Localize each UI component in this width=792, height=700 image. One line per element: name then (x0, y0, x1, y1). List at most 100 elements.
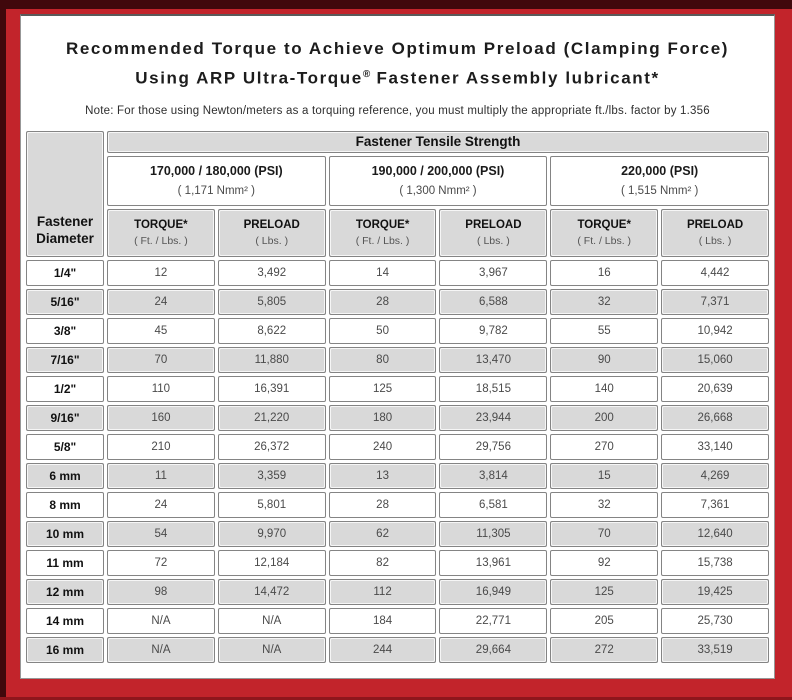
preload-unit: ( Lbs. ) (698, 234, 732, 247)
preload-cell: 25,730 (661, 607, 769, 634)
preload-cell: 6,588 (439, 288, 548, 315)
preload-cell: 11,305 (439, 520, 548, 547)
diameter-cell: 7/16" (26, 346, 104, 373)
preload-cell: 9,970 (217, 520, 326, 547)
photo-edge-top (0, 0, 792, 9)
torque-cell: 184 (328, 607, 437, 634)
torque-cell: 240 (328, 433, 437, 460)
torque-cell: 125 (328, 375, 437, 402)
preload-unit: ( Lbs. ) (477, 234, 510, 247)
preload-cell: 4,269 (661, 462, 769, 489)
tensile-strength-row: Fastener Diameter Fastener Tensile Stren… (26, 130, 769, 257)
preload-cell: 33,519 (661, 636, 769, 663)
torque-preload-header-row: TORQUE* ( Ft. / Lbs. ) PRELOAD ( Lbs. ) … (26, 208, 769, 257)
preload-cell: 3,359 (217, 462, 326, 489)
strength-group-170-180: 170,000 / 180,000 (PSI) ( 1,171 Nmm² ) (107, 155, 326, 206)
preload-cell: 29,756 (439, 433, 548, 460)
preload-cell: 26,372 (217, 433, 326, 460)
table-row: 1/2" 110 16,391 125 18,515 140 20,639 (26, 375, 769, 402)
preload-cell: 7,361 (661, 491, 769, 518)
preload-cell: 16,949 (439, 578, 548, 605)
torque-unit: ( Ft. / Lbs. ) (134, 234, 188, 247)
torque-cell: N/A (107, 607, 215, 634)
table-row: 10 mm 54 9,970 62 11,305 70 12,640 (26, 520, 769, 547)
torque-cell: 82 (328, 549, 437, 576)
table-row: 14 mm N/A N/A 184 22,771 205 25,730 (26, 607, 769, 634)
torque-label: TORQUE* (134, 218, 188, 231)
title-line-2-post: Fastener Assembly lubricant* (370, 68, 660, 88)
fastener-diameter-header: Fastener Diameter (26, 130, 104, 257)
torque-cell: 54 (107, 520, 215, 547)
preload-cell: 6,581 (439, 491, 548, 518)
torque-cell: 28 (328, 288, 437, 315)
preload-cell: 18,515 (439, 375, 548, 402)
preload-label: PRELOAD (465, 218, 522, 231)
preload-cell: 23,944 (439, 404, 548, 431)
torque-cell: 12 (107, 259, 215, 286)
strength-group-220: 220,000 (PSI) ( 1,515 Nmm² ) (550, 155, 769, 206)
diameter-cell: 6 mm (26, 462, 104, 489)
tensile-strength-header: Fastener Tensile Strength (107, 130, 769, 153)
torque-cell: 160 (107, 404, 215, 431)
preload-cell: 15,738 (661, 549, 769, 576)
nmm-label: ( 1,300 Nmm² ) (399, 185, 477, 198)
diameter-cell: 16 mm (26, 636, 104, 663)
diameter-cell: 1/2" (26, 375, 104, 402)
torque-cell: 16 (550, 259, 659, 286)
table-row: 5/8" 210 26,372 240 29,756 270 33,140 (26, 433, 769, 460)
preload-cell: 19,425 (661, 578, 769, 605)
preload-label: PRELOAD (686, 218, 744, 231)
table-row: 8 mm 24 5,801 28 6,581 32 7,361 (26, 491, 769, 518)
table-row: 12 mm 98 14,472 112 16,949 125 19,425 (26, 578, 769, 605)
table-row: 16 mm N/A N/A 244 29,664 272 33,519 (26, 636, 769, 663)
torque-cell: 62 (328, 520, 437, 547)
diameter-cell: 12 mm (26, 578, 104, 605)
preload-unit: ( Lbs. ) (255, 234, 289, 247)
chart-page: Recommended Torque to Achieve Optimum Pr… (20, 14, 775, 679)
torque-spec-table: Fastener Diameter Fastener Tensile Stren… (23, 128, 772, 666)
torque-unit: ( Ft. / Lbs. ) (355, 234, 410, 247)
torque-column-header: TORQUE* ( Ft. / Lbs. ) (328, 208, 437, 257)
torque-column-header: TORQUE* ( Ft. / Lbs. ) (550, 208, 659, 257)
title-line-1: Recommended Torque to Achieve Optimum Pr… (65, 39, 730, 58)
table-row: 11 mm 72 12,184 82 13,961 92 15,738 (26, 549, 769, 576)
torque-cell: 205 (550, 607, 659, 634)
table-body: 1/4" 12 3,492 14 3,967 16 4,442 5/16" 24… (26, 259, 769, 663)
preload-cell: 21,220 (217, 404, 326, 431)
diameter-cell: 14 mm (26, 607, 104, 634)
psi-label: 220,000 (PSI) (621, 164, 699, 179)
table-row: 1/4" 12 3,492 14 3,967 16 4,442 (26, 259, 769, 286)
diameter-cell: 11 mm (26, 549, 104, 576)
preload-cell: 3,814 (439, 462, 548, 489)
preload-cell: 8,622 (217, 317, 326, 344)
preload-cell: 3,492 (217, 259, 326, 286)
psi-group-row: 170,000 / 180,000 (PSI) ( 1,171 Nmm² ) 1… (26, 155, 769, 206)
torque-label: TORQUE* (577, 218, 631, 231)
page-title: Recommended Torque to Achieve Optimum Pr… (21, 36, 774, 92)
torque-cell: 70 (550, 520, 659, 547)
preload-cell: 26,668 (661, 404, 769, 431)
diameter-cell: 9/16" (26, 404, 104, 431)
strength-group-190-200: 190,000 / 200,000 (PSI) ( 1,300 Nmm² ) (328, 155, 548, 206)
torque-cell: 13 (328, 462, 437, 489)
table-row: 6 mm 11 3,359 13 3,814 15 4,269 (26, 462, 769, 489)
torque-cell: 92 (550, 549, 659, 576)
preload-cell: 5,805 (217, 288, 326, 315)
torque-unit: ( Ft. / Lbs. ) (577, 234, 632, 247)
psi-label: 190,000 / 200,000 (PSI) (371, 164, 505, 179)
psi-label: 170,000 / 180,000 (PSI) (149, 164, 283, 179)
diameter-cell: 1/4" (26, 259, 104, 286)
torque-cell: 11 (107, 462, 215, 489)
photo-edge-left (0, 0, 6, 700)
torque-cell: 80 (328, 346, 437, 373)
preload-cell: N/A (217, 607, 326, 634)
preload-cell: 12,184 (217, 549, 326, 576)
torque-cell: 125 (550, 578, 659, 605)
torque-cell: 72 (107, 549, 215, 576)
fastener-diameter-header-line1: Fastener (36, 213, 94, 229)
torque-cell: 90 (550, 346, 659, 373)
torque-cell: 24 (107, 288, 215, 315)
preload-cell: 11,880 (217, 346, 326, 373)
preload-cell: 13,961 (439, 549, 548, 576)
preload-cell: 10,942 (661, 317, 769, 344)
